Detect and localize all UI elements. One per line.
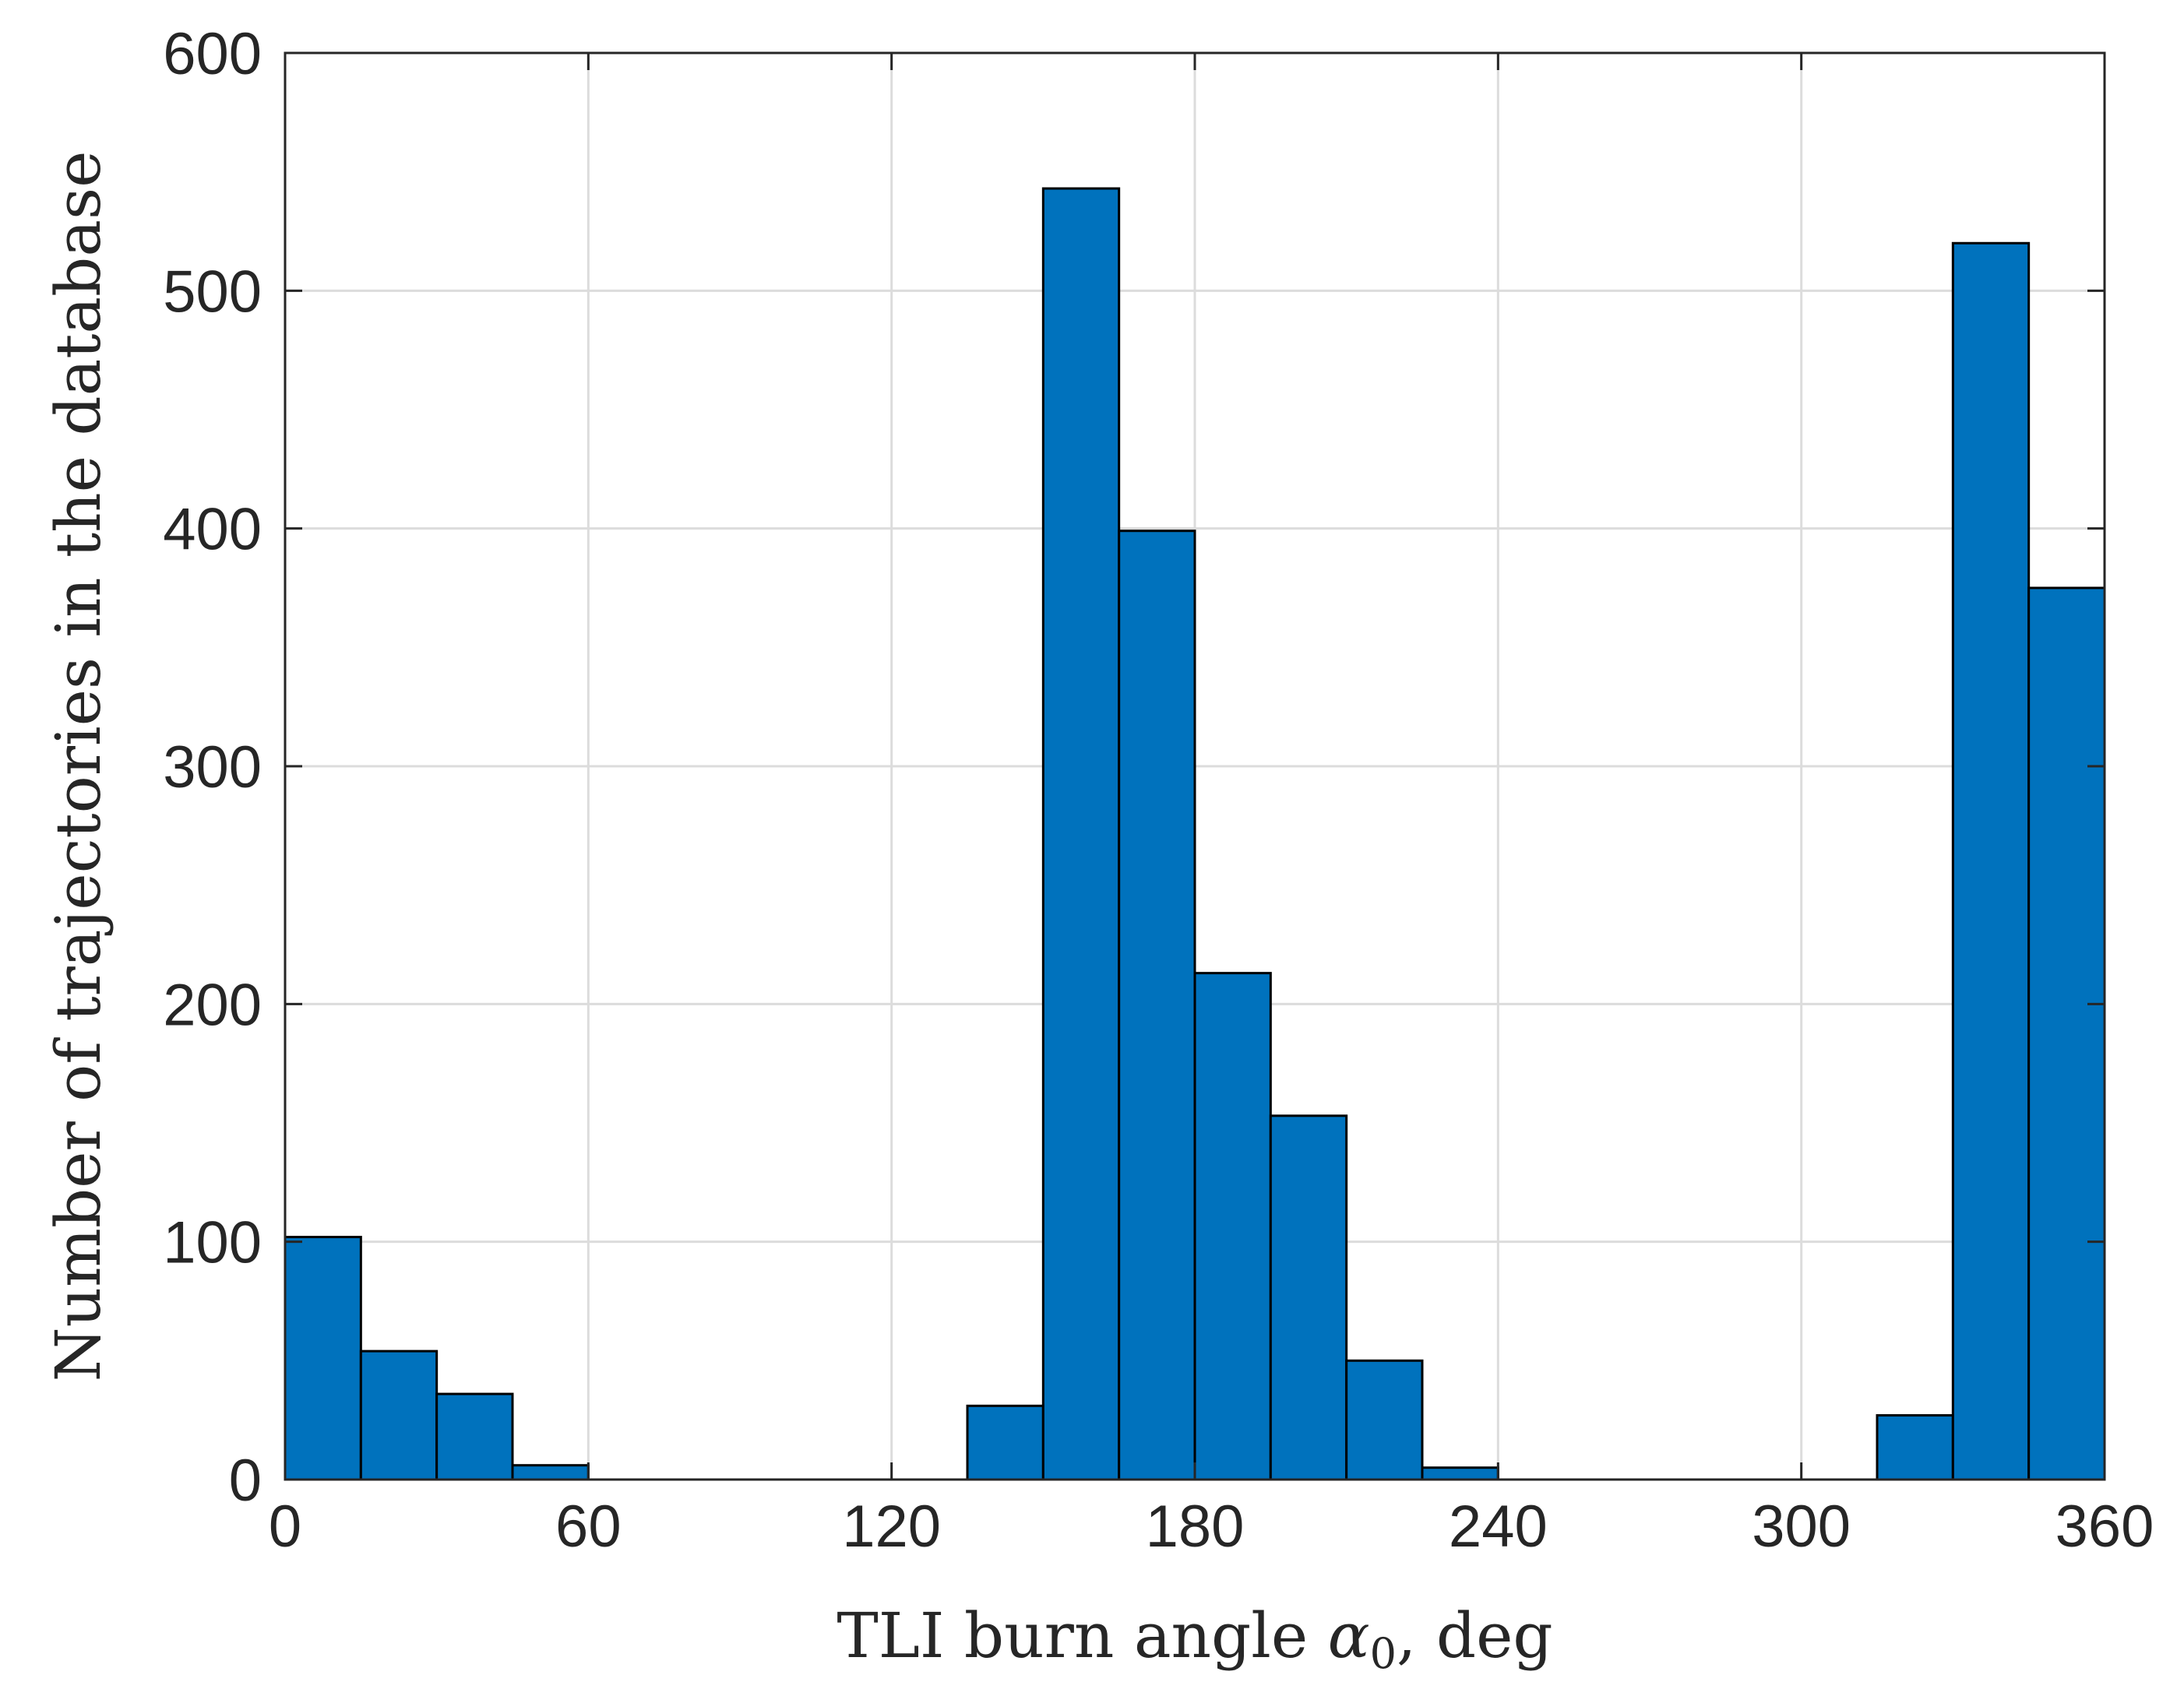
y-tick-label: 400 — [163, 497, 262, 563]
x-tick-label: 180 — [1146, 1494, 1245, 1560]
histogram-bar — [1421, 1466, 1499, 1481]
histogram-bar — [1876, 1414, 1954, 1481]
histogram-bar — [1041, 187, 1121, 1481]
x-tick-label: 360 — [2055, 1494, 2154, 1560]
x-tick-label: 300 — [1752, 1494, 1851, 1560]
x-axis-label-text: TLI burn angle — [837, 1599, 1327, 1672]
x-axis-label-subscript: 0 — [1370, 1629, 1397, 1678]
y-tick-label: 600 — [163, 21, 262, 87]
histogram-bars — [284, 187, 2106, 1481]
x-axis-label-symbol: α — [1328, 1599, 1370, 1672]
x-tick-labels: 0 60 120 180 240 300 360 — [269, 1494, 2154, 1560]
histogram-bar — [966, 1404, 1044, 1481]
histogram-bar — [359, 1349, 439, 1481]
x-tick-label: 60 — [555, 1494, 622, 1560]
y-tick-label: 0 — [229, 1448, 262, 1514]
histogram-bar — [1118, 530, 1196, 1481]
histogram-bar — [1951, 241, 2031, 1481]
plot-frame — [284, 51, 2106, 1481]
y-tick-label: 100 — [163, 1210, 262, 1276]
y-tick-label: 500 — [163, 259, 262, 325]
y-tick-labels: 0 100 200 300 400 500 600 — [163, 21, 262, 1514]
x-tick-label: 120 — [842, 1494, 941, 1560]
y-tick-label: 200 — [163, 972, 262, 1038]
histogram-bar — [435, 1392, 514, 1481]
histogram-bar — [1345, 1359, 1424, 1481]
x-tick-label: 0 — [269, 1494, 301, 1560]
x-axis-label-unit: , deg — [1397, 1599, 1553, 1672]
x-axis-label: TLI burn angle α0, deg — [837, 1599, 1552, 1678]
histogram-bar — [1269, 1114, 1348, 1481]
x-tick-label: 240 — [1449, 1494, 1548, 1560]
y-axis-label: Number of trajectories in the database — [42, 151, 114, 1382]
y-tick-label: 300 — [163, 734, 262, 801]
histogram-bar — [511, 1464, 590, 1481]
histogram-bar — [2027, 586, 2106, 1481]
histogram-bar — [284, 1236, 362, 1481]
histogram-bar — [1193, 972, 1272, 1481]
